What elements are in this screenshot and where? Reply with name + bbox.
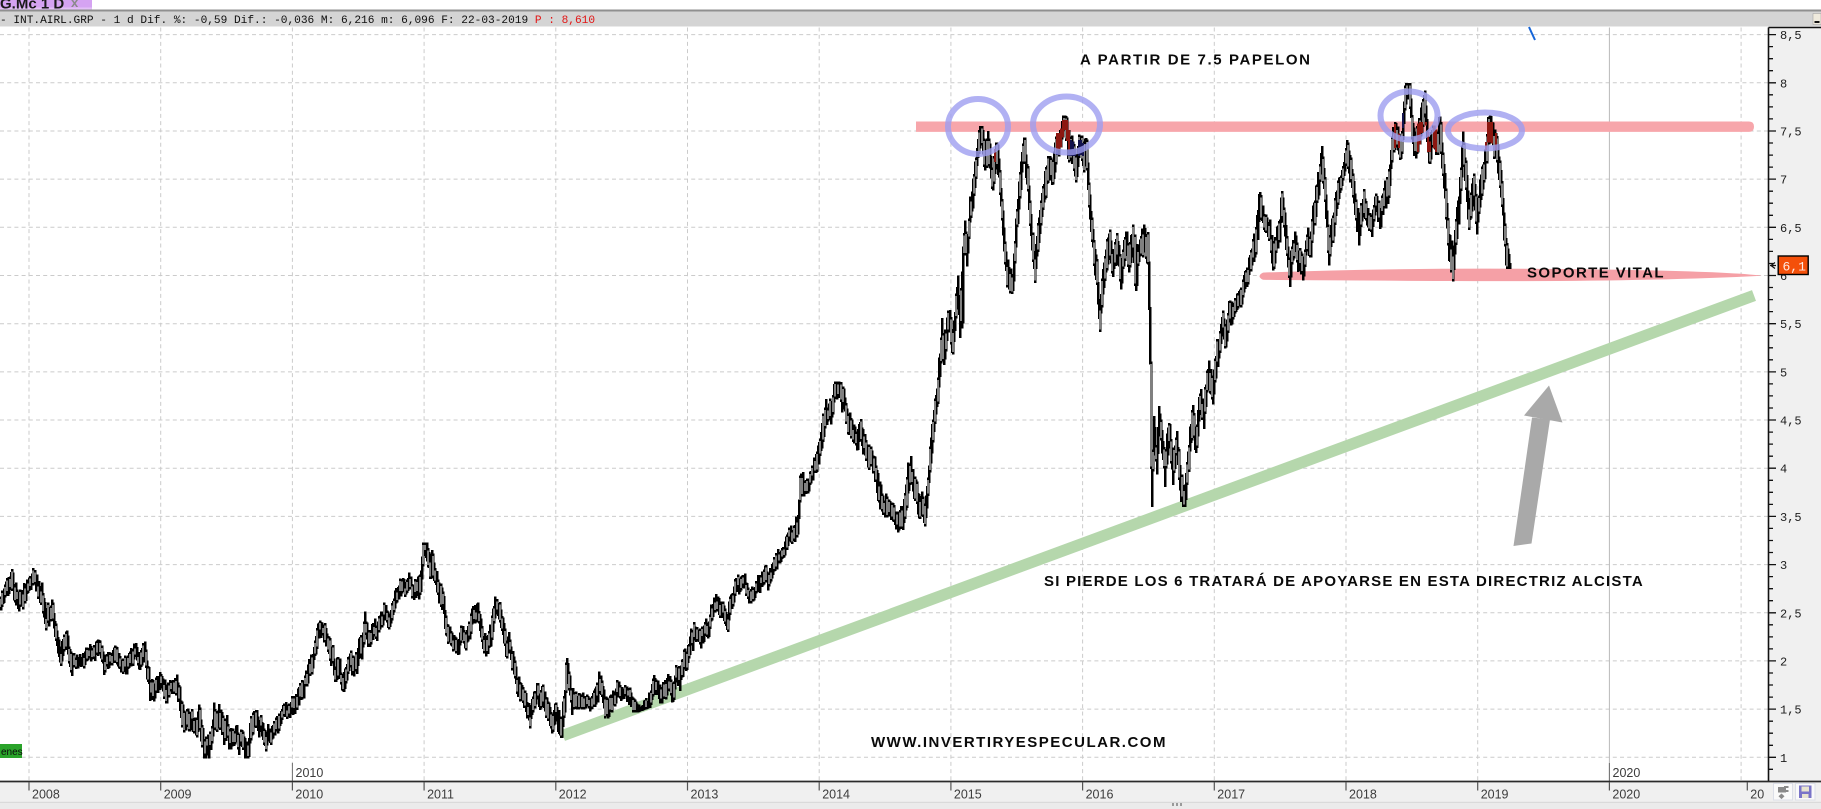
svg-text:G.Mc 1 D: G.Mc 1 D <box>0 0 64 13</box>
svg-text:2019: 2019 <box>1481 788 1509 802</box>
svg-text:7: 7 <box>1780 174 1787 188</box>
svg-text:2017: 2017 <box>1217 788 1245 802</box>
svg-text:enes: enes <box>1 747 23 758</box>
svg-text:2,5: 2,5 <box>1780 607 1802 621</box>
svg-text:2015: 2015 <box>954 788 982 802</box>
svg-text:6,1: 6,1 <box>1783 260 1807 275</box>
svg-text:- INT.AIRL.GRP - 1 d Dif. %:: - INT.AIRL.GRP - 1 d Dif. %: -0,59 Dif.:… <box>0 15 595 27</box>
svg-text:x: x <box>71 0 79 10</box>
svg-text:8,5: 8,5 <box>1780 29 1802 43</box>
svg-text:6: 6 <box>1780 270 1787 284</box>
svg-text:3,5: 3,5 <box>1780 511 1802 525</box>
svg-text:2011: 2011 <box>427 788 454 802</box>
svg-text:20: 20 <box>1750 788 1764 802</box>
svg-text:A PARTIR DE 7.5 PAPELON: A PARTIR DE 7.5 PAPELON <box>1080 52 1312 69</box>
svg-text:6,5: 6,5 <box>1780 222 1802 236</box>
svg-text:4: 4 <box>1780 463 1787 477</box>
svg-text:7,5: 7,5 <box>1780 126 1802 140</box>
svg-text:1,5: 1,5 <box>1780 704 1802 718</box>
svg-text:2008: 2008 <box>32 788 60 802</box>
svg-text:5,5: 5,5 <box>1780 318 1802 332</box>
svg-text:2016: 2016 <box>1086 788 1114 802</box>
svg-text:2014: 2014 <box>822 788 850 802</box>
svg-text:2: 2 <box>1780 655 1787 669</box>
svg-text:2020: 2020 <box>1612 788 1640 802</box>
svg-text:2009: 2009 <box>164 788 192 802</box>
svg-text:2010: 2010 <box>296 766 324 780</box>
svg-text:2010: 2010 <box>295 788 323 802</box>
svg-text:8: 8 <box>1780 77 1787 91</box>
svg-text:2018: 2018 <box>1349 788 1377 802</box>
svg-text:5: 5 <box>1780 366 1787 380</box>
svg-text:WWW.INVERTIRYESPECULAR.COM: WWW.INVERTIRYESPECULAR.COM <box>871 734 1167 751</box>
svg-text:4,5: 4,5 <box>1780 415 1802 429</box>
svg-text:SI PIERDE LOS 6 TRATARÁ DE APO: SI PIERDE LOS 6 TRATARÁ DE APOYARSE EN E… <box>1044 573 1644 590</box>
svg-text:2013: 2013 <box>691 788 719 802</box>
svg-text:SOPORTE VITAL: SOPORTE VITAL <box>1527 265 1665 282</box>
svg-text:1: 1 <box>1780 752 1787 766</box>
svg-text:2012: 2012 <box>559 788 587 802</box>
svg-text:3: 3 <box>1780 559 1787 573</box>
svg-text:2020: 2020 <box>1613 766 1641 780</box>
